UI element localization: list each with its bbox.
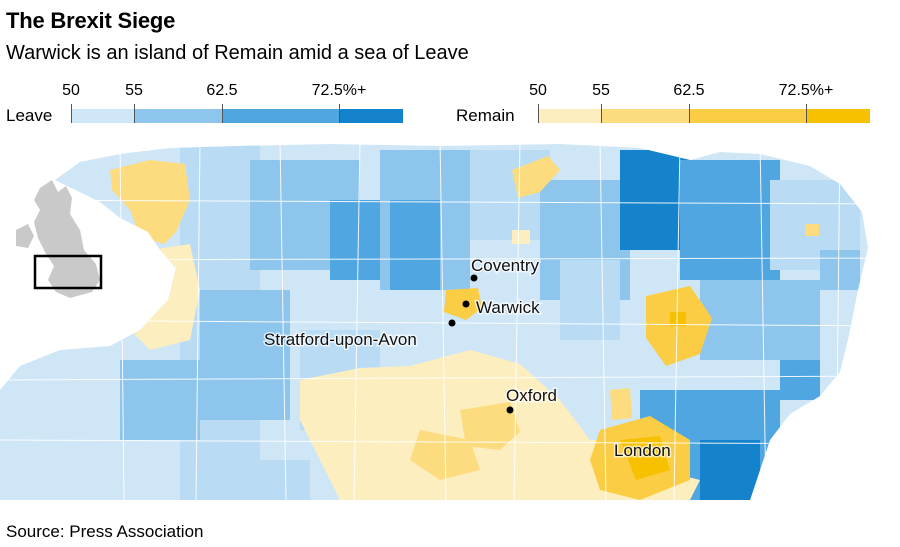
legend-divider (339, 104, 340, 123)
legend-leave-tick: 50 (62, 82, 80, 99)
page-title: The Brexit Siege (6, 8, 176, 33)
uk-locator-inset (16, 180, 103, 298)
legend-remain-tick: 50 (529, 82, 547, 99)
legend-leave-bar (71, 109, 403, 123)
legend-leave-tick: 72.5%+ (311, 82, 367, 99)
place-label-london: London (614, 441, 671, 460)
legend-divider (538, 104, 539, 123)
legend-remain-swatch (806, 109, 870, 123)
legend-remain-tick: 62.5 (673, 82, 705, 99)
legend-leave-swatch (339, 109, 403, 123)
stratford-marker (448, 319, 456, 327)
place-label-coventry: Coventry (471, 256, 540, 275)
legend-leave-swatch (71, 109, 134, 123)
legend-leave-swatch (134, 109, 222, 123)
legend-remain-swatch (538, 109, 601, 123)
legend-divider (601, 104, 602, 123)
choropleth-map: Coventry Warwick Stratford-upon-Avon Oxf… (0, 140, 900, 500)
legend-leave-tick: 55 (125, 82, 143, 99)
legend-leave-swatch (222, 109, 339, 123)
uk-silhouette (34, 180, 100, 298)
legend-divider (134, 104, 135, 123)
place-markers (448, 274, 514, 414)
legend-remain-tick: 55 (592, 82, 610, 99)
legend-divider (806, 104, 807, 123)
source-note: Source: Press Association (6, 522, 204, 541)
page-subtitle: Warwick is an island of Remain amid a se… (6, 42, 469, 64)
oxford-marker (506, 406, 514, 414)
warwick-marker (462, 300, 470, 308)
place-label-warwick: Warwick (476, 298, 540, 317)
locator-box (33, 254, 103, 290)
ireland-silhouette (16, 224, 34, 248)
place-label-oxford: Oxford (506, 386, 557, 405)
legend-leave-tick: 62.5 (206, 82, 238, 99)
legend-remain-label: Remain (456, 106, 515, 125)
place-label-stratford: Stratford-upon-Avon (264, 330, 417, 349)
legend-remain-bar (538, 109, 870, 123)
legend-remain-tick: 72.5%+ (778, 82, 834, 99)
legend-remain-swatch (689, 109, 806, 123)
legend-leave-label: Leave (6, 106, 53, 125)
legend-remain-swatch (601, 109, 689, 123)
legend-divider (71, 104, 72, 123)
coventry-marker (470, 274, 478, 282)
legend-divider (689, 104, 690, 123)
legend-divider (222, 104, 223, 123)
